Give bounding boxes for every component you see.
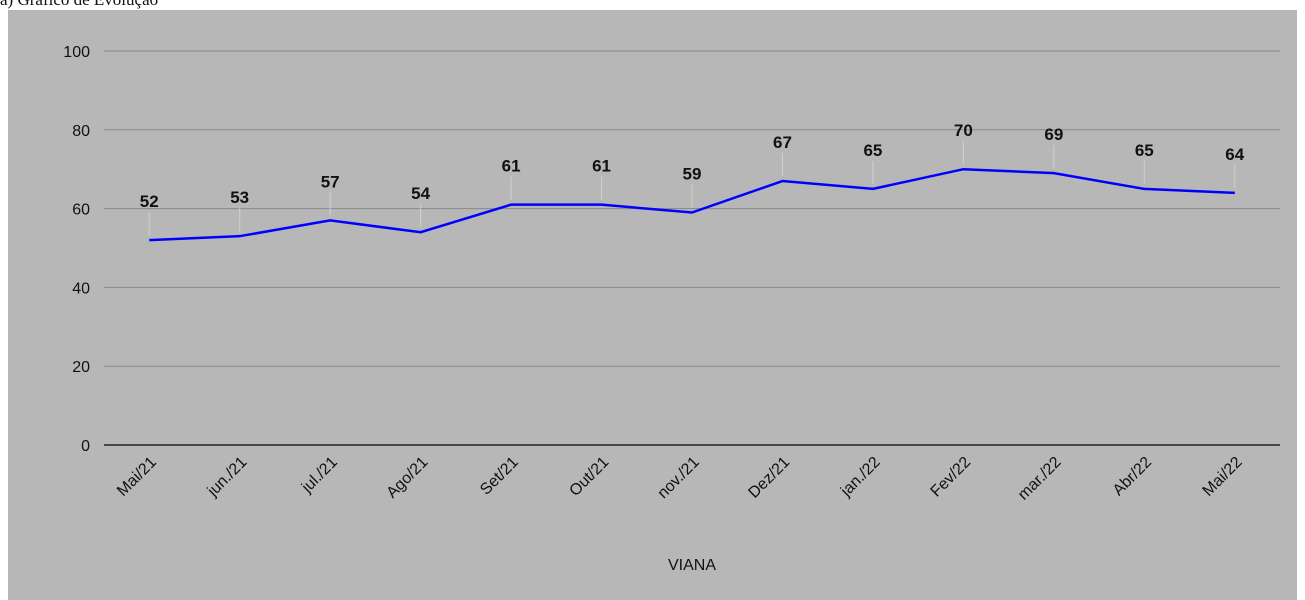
y-tick-label: 20	[72, 359, 90, 376]
data-label: 61	[592, 157, 611, 176]
y-tick-label: 0	[81, 438, 90, 455]
data-label: 59	[683, 165, 702, 184]
data-label: 67	[773, 133, 792, 152]
data-label: 69	[1044, 125, 1063, 144]
y-tick-label: 100	[63, 44, 90, 61]
data-label: 54	[411, 184, 430, 203]
data-label: 65	[1135, 141, 1154, 160]
data-label: 57	[321, 172, 340, 191]
caption: a) Gráfico de Evolução	[0, 0, 158, 9]
data-label: 53	[230, 188, 249, 207]
data-label: 64	[1225, 145, 1244, 164]
y-tick-label: 80	[72, 123, 90, 140]
data-label: 65	[863, 141, 882, 160]
y-tick-label: 40	[72, 280, 90, 297]
x-axis-title: VIANA	[668, 557, 716, 574]
data-label: 52	[140, 192, 159, 211]
chart-background	[8, 10, 1297, 600]
data-label: 70	[954, 121, 973, 140]
data-label: 61	[502, 157, 521, 176]
y-tick-label: 60	[72, 202, 90, 219]
line	[149, 167, 1235, 242]
